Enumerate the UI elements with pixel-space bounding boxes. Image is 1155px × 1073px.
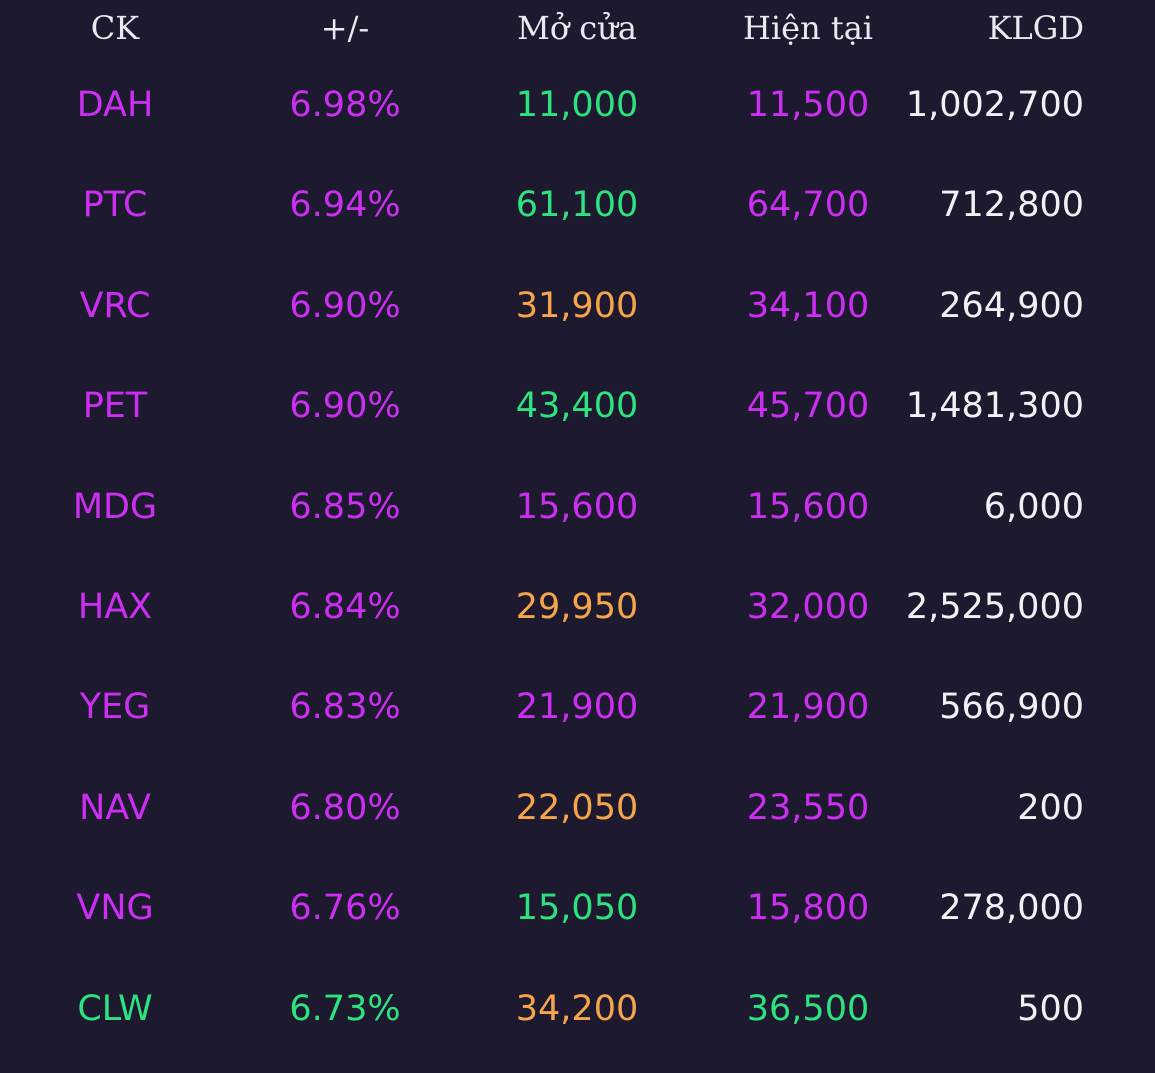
trade-volume: 264,900 [939, 285, 1084, 326]
open-price: 15,050 [515, 888, 639, 929]
table-row[interactable]: CLW 6.73% 34,200 36,500 500 [0, 959, 1155, 1059]
change-percent: 6.94% [289, 185, 401, 226]
table-row[interactable]: PET 6.90% 43,400 45,700 1,481,300 [0, 356, 1155, 456]
current-price: 36,500 [746, 988, 870, 1029]
table-header: CK +/- Mở cửa Hiện tại KLGD [0, 0, 1155, 55]
trade-volume: 1,481,300 [905, 386, 1084, 427]
current-price: 34,100 [746, 285, 870, 326]
header-ck[interactable]: CK [90, 9, 140, 47]
header-change[interactable]: +/- [320, 9, 370, 47]
table-row[interactable]: VRC 6.90% 31,900 34,100 264,900 [0, 256, 1155, 356]
table-row[interactable]: VNG 6.76% 15,050 15,800 278,000 [0, 858, 1155, 958]
change-percent: 6.80% [289, 787, 401, 828]
current-price: 15,800 [746, 888, 870, 929]
header-volume[interactable]: KLGD [987, 9, 1084, 47]
trade-volume: 278,000 [939, 888, 1084, 929]
open-price: 34,200 [515, 988, 639, 1029]
trade-volume: 500 [1017, 988, 1084, 1029]
header-current[interactable]: Hiện tại [742, 9, 874, 47]
ticker-symbol: VNG [76, 888, 154, 929]
open-price: 11,000 [515, 85, 639, 125]
ticker-symbol: VRC [79, 285, 151, 326]
table-row[interactable]: PTC 6.94% 61,100 64,700 712,800 [0, 155, 1155, 255]
open-price: 61,100 [515, 185, 639, 226]
table-row[interactable]: MDG 6.85% 15,600 15,600 6,000 [0, 457, 1155, 557]
table-row[interactable]: HAX 6.84% 29,950 32,000 2,525,000 [0, 557, 1155, 657]
open-price: 43,400 [515, 386, 639, 427]
table-row[interactable]: NAV 6.80% 22,050 23,550 200 [0, 758, 1155, 858]
ticker-symbol: PET [82, 386, 148, 427]
current-price: 23,550 [746, 787, 870, 828]
trade-volume: 200 [1017, 787, 1084, 828]
table-row[interactable]: DAH 6.98% 11,000 11,500 1,002,700 [0, 55, 1155, 155]
open-price: 15,600 [515, 486, 639, 527]
change-percent: 6.90% [289, 285, 401, 326]
change-percent: 6.73% [289, 988, 401, 1029]
current-price: 11,500 [746, 85, 870, 125]
trade-volume: 1,002,700 [905, 85, 1084, 125]
table-row[interactable]: YEG 6.83% 21,900 21,900 566,900 [0, 657, 1155, 757]
open-price: 22,050 [515, 787, 639, 828]
current-price: 64,700 [746, 185, 870, 226]
current-price: 45,700 [746, 386, 870, 427]
change-percent: 6.76% [289, 888, 401, 929]
ticker-symbol: PTC [82, 185, 148, 226]
open-price: 31,900 [515, 285, 639, 326]
trade-volume: 566,900 [939, 687, 1084, 728]
current-price: 32,000 [746, 586, 870, 627]
table-body: DAH 6.98% 11,000 11,500 1,002,700 PTC 6.94% 61,… [0, 55, 1155, 1059]
ticker-symbol: DAH [76, 85, 154, 125]
ticker-symbol: MDG [72, 486, 158, 527]
change-percent: 6.90% [289, 386, 401, 427]
change-percent: 6.85% [289, 486, 401, 527]
change-percent: 6.83% [289, 687, 401, 728]
ticker-symbol: CLW [77, 988, 153, 1029]
current-price: 15,600 [746, 486, 870, 527]
ticker-symbol: YEG [79, 687, 151, 728]
header-open[interactable]: Mở cửa [517, 9, 637, 47]
ticker-symbol: HAX [77, 586, 153, 627]
current-price: 21,900 [746, 687, 870, 728]
trade-volume: 2,525,000 [905, 586, 1084, 627]
open-price: 21,900 [515, 687, 639, 728]
trade-volume: 712,800 [939, 185, 1084, 226]
open-price: 29,950 [515, 586, 639, 627]
ticker-symbol: NAV [79, 787, 151, 828]
change-percent: 6.84% [289, 586, 401, 627]
change-percent: 6.98% [289, 85, 401, 125]
trade-volume: 6,000 [983, 486, 1084, 527]
